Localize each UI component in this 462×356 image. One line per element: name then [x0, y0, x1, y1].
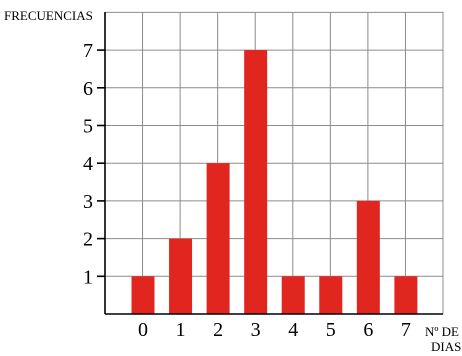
x-tick-label: 1	[176, 319, 186, 341]
bar	[319, 276, 343, 314]
bar	[169, 238, 193, 314]
x-axis-title-line1: Nº DE	[425, 324, 459, 339]
bar	[131, 276, 155, 314]
bar	[356, 200, 380, 314]
y-tick-label: 4	[83, 153, 93, 175]
x-tick-label: 0	[138, 319, 148, 341]
x-tick-label: 2	[213, 319, 223, 341]
x-axis-title-line2: DIAS	[431, 339, 461, 354]
bar	[281, 276, 305, 314]
x-tick-label: 6	[363, 319, 373, 341]
tick-labels: 1 2 3 4 5 6 7 0 1 2 3 4 5 6 7	[83, 40, 411, 341]
y-tick-label: 1	[83, 266, 93, 288]
x-tick-label: 3	[251, 319, 261, 341]
bar	[244, 50, 268, 314]
y-tick-label: 2	[83, 229, 93, 251]
y-tick-label: 7	[83, 40, 93, 62]
x-tick-label: 4	[288, 319, 298, 341]
grid	[105, 11, 444, 314]
y-axis-title: FRECUENCIAS	[4, 8, 93, 23]
y-tick-label: 6	[83, 78, 93, 100]
y-tick-label: 5	[83, 116, 93, 138]
x-tick-label: 5	[326, 319, 336, 341]
x-tick-label: 7	[401, 319, 411, 341]
axes	[97, 12, 443, 315]
bars	[131, 50, 418, 314]
bar	[206, 163, 230, 314]
y-tick-label: 3	[83, 191, 93, 213]
bar	[394, 276, 418, 314]
